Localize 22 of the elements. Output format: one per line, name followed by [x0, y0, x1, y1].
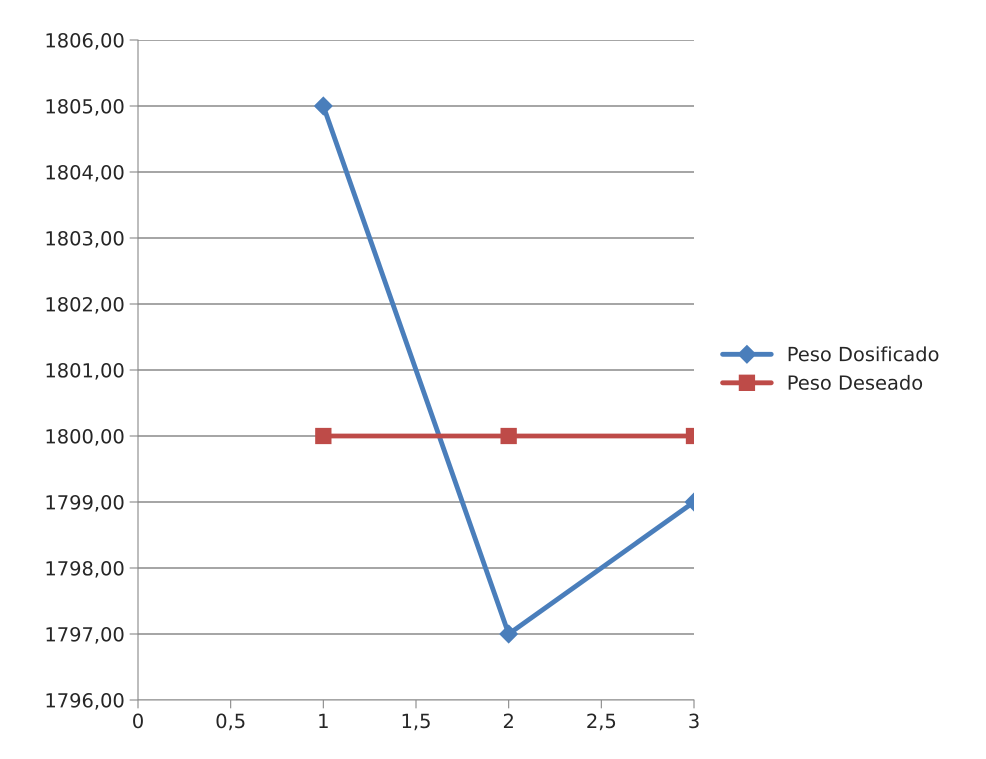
- point: [315, 428, 332, 444]
- y-tick-label: 1801,00: [46, 362, 124, 380]
- y-tick-label: 1803,00: [46, 230, 124, 248]
- y-tick-label: 1798,00: [46, 560, 124, 578]
- x-tick-label: 0,5: [216, 714, 244, 730]
- legend-label: Peso Dosificado: [788, 346, 938, 362]
- y-tick-label: 1800,00: [46, 428, 124, 446]
- y-tick-label: 1805,00: [46, 98, 124, 116]
- x-tick-label: 2,5: [587, 714, 616, 730]
- y-tick-label: 1797,00: [46, 626, 124, 644]
- legend-label: Peso Deseado: [788, 374, 922, 390]
- x-tick-label: 0: [133, 714, 143, 728]
- x-tick-label: 2: [504, 714, 513, 728]
- x-tick-label: 1: [319, 714, 328, 728]
- x-tick-label: 1,5: [402, 714, 430, 730]
- y-tick-label: 1806,00: [46, 32, 124, 50]
- y-tick-label: 1804,00: [46, 164, 124, 182]
- y-tick-label: 1802,00: [46, 296, 124, 314]
- y-tick-label: 1796,00: [46, 692, 124, 710]
- point: [314, 96, 333, 116]
- x-tick-label: 3: [689, 714, 699, 728]
- y-tick-label: 1799,00: [46, 494, 124, 512]
